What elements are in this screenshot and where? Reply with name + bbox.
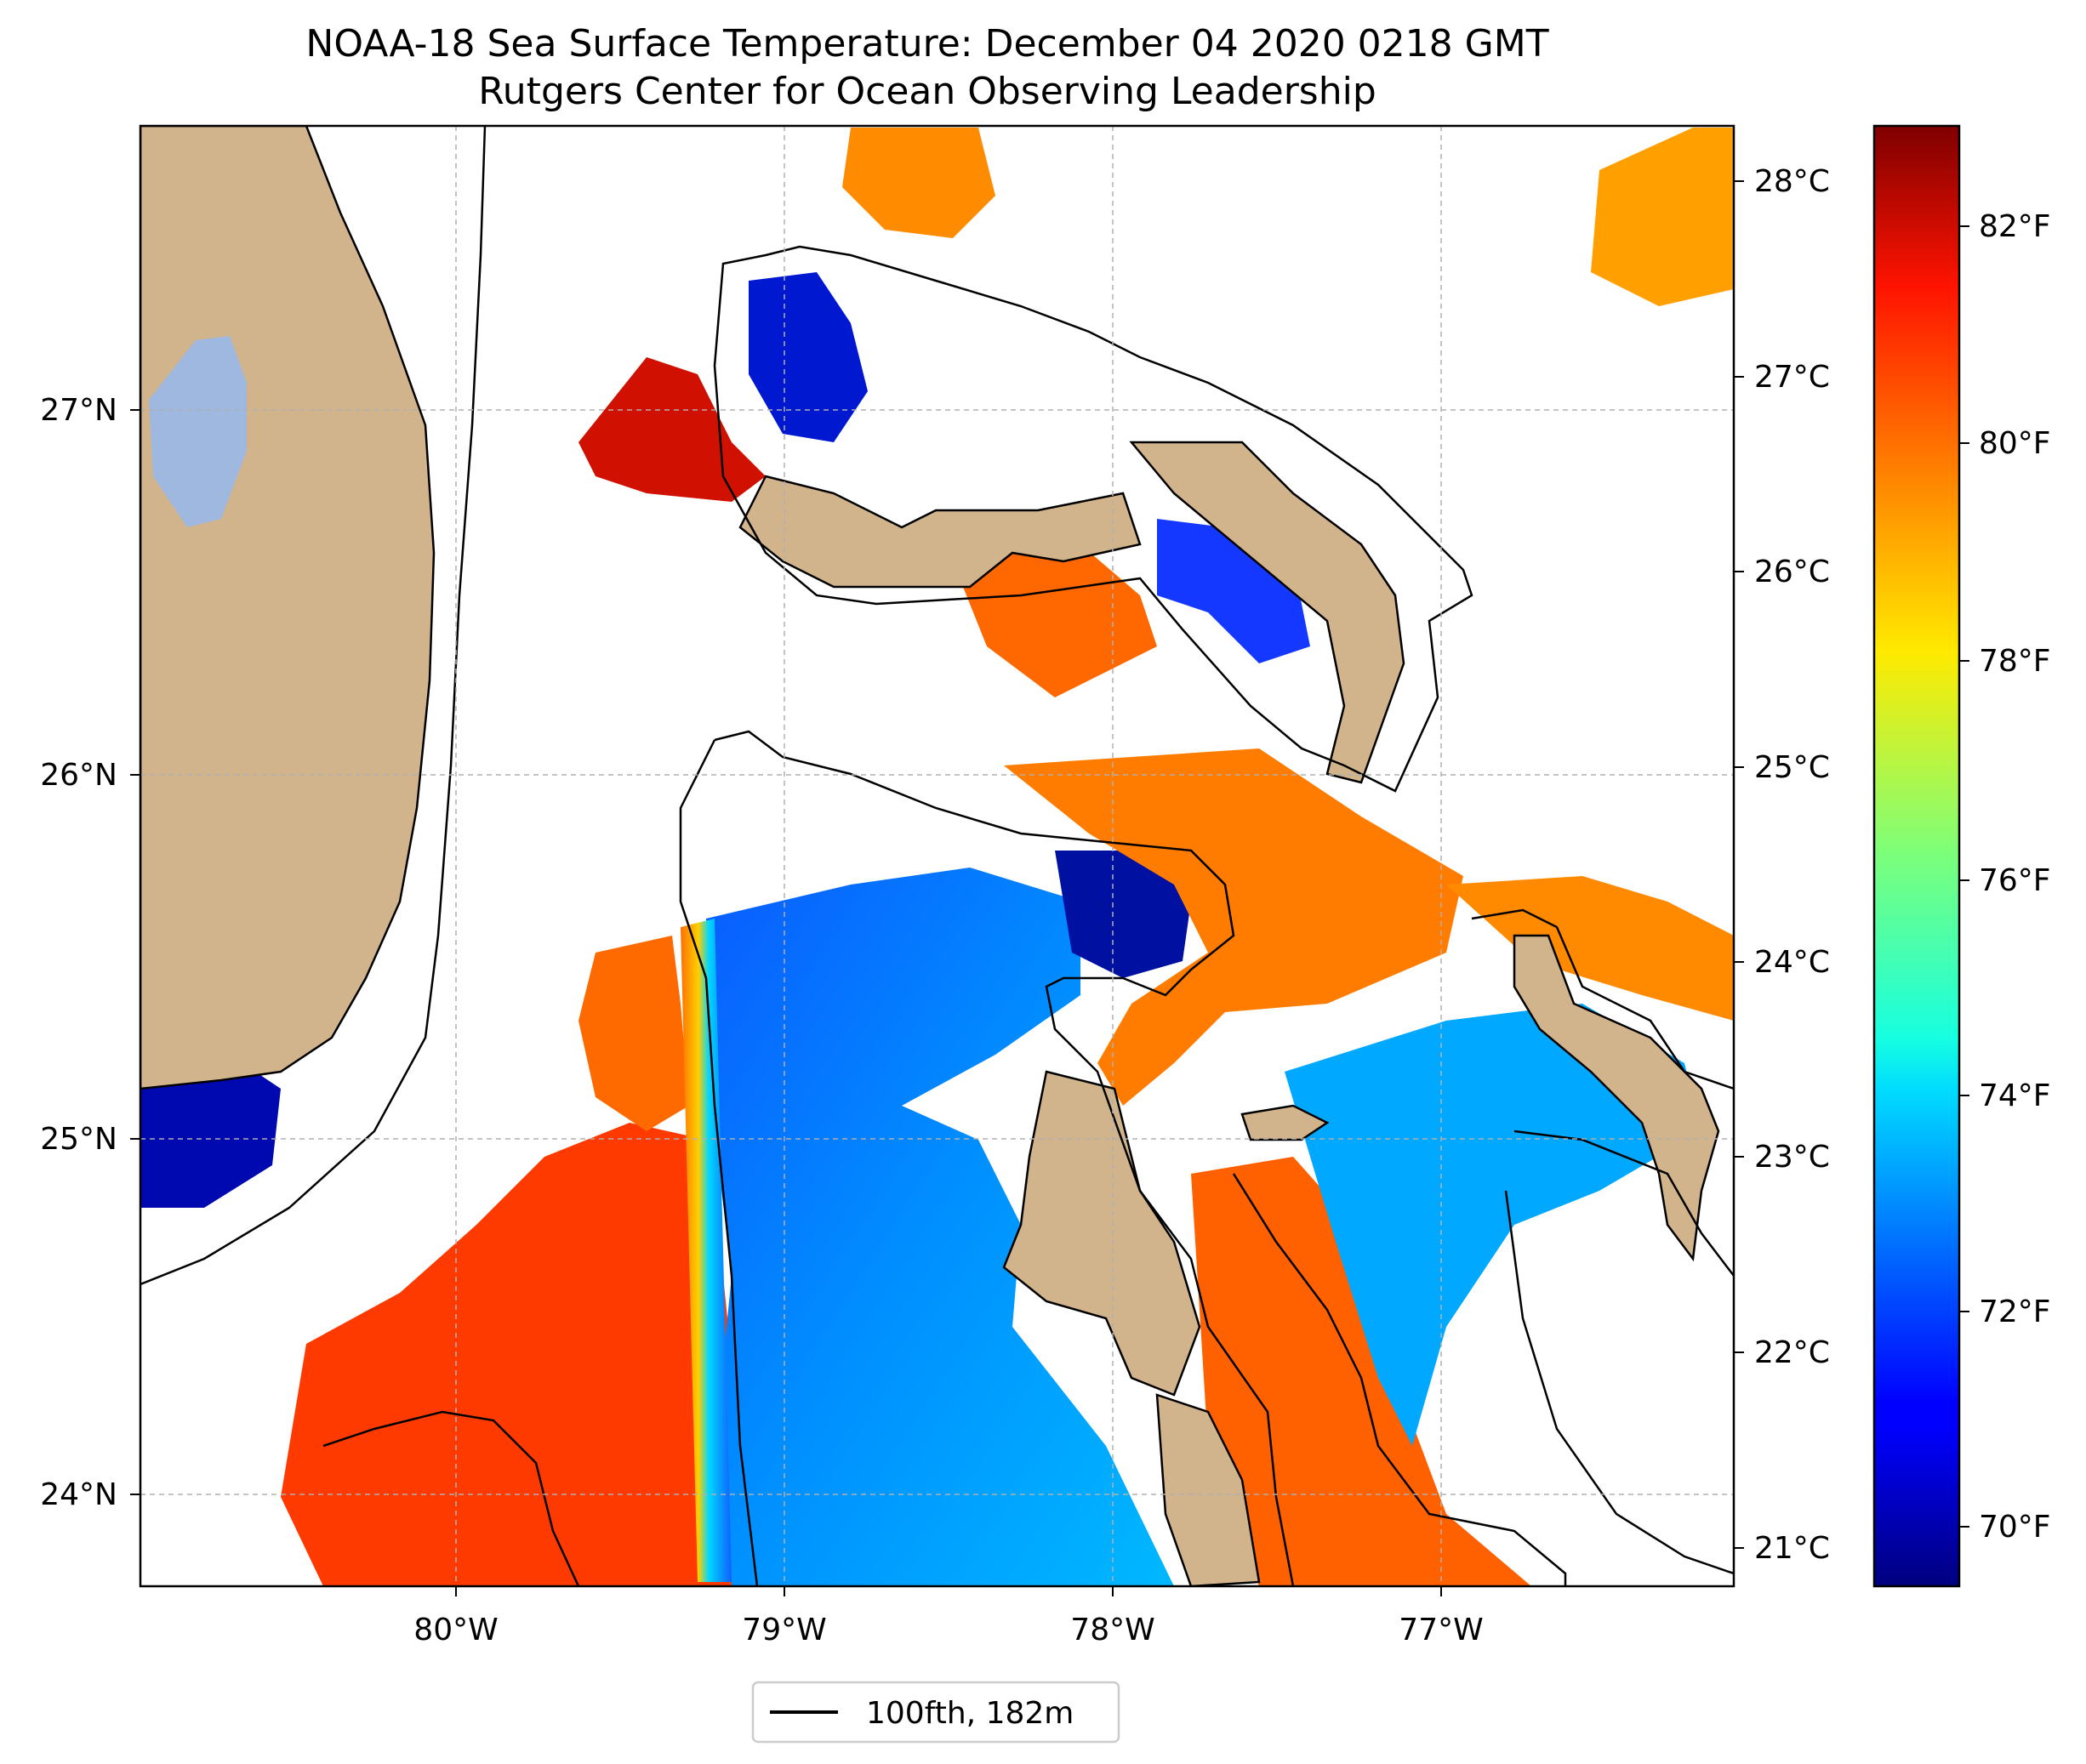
sst-warm-patch-southwest <box>281 1123 740 1586</box>
sst-cool-core-north <box>1055 851 1191 978</box>
isobath-southeast <box>1504 1190 1734 1575</box>
land-grand-bahama <box>738 475 1142 589</box>
lon-tick-label: 78°W <box>1070 1613 1154 1647</box>
isobath-little-bahama-bank <box>713 245 1473 793</box>
legend-box <box>751 1681 1120 1744</box>
celsius-tick-label: 26°C <box>1754 555 1830 589</box>
celsius-tick-label: 25°C <box>1754 750 1830 785</box>
lon-axis: 80°W 79°W 78°W 77°W <box>413 1586 1484 1647</box>
lat-tick-label: 25°N <box>40 1122 117 1157</box>
isobath-exuma-sound <box>1471 908 1734 1090</box>
celsius-tick-label: 23°C <box>1754 1140 1830 1175</box>
isobath-great-bahama-bank-west <box>679 739 759 1586</box>
sst-warm-patch-southeast <box>1191 1157 1531 1586</box>
sst-field <box>140 128 1734 1586</box>
map-panel: 80°W 79°W 78°W 77°W 27°N 26°N 25°N 24°N <box>40 124 1830 1647</box>
land-andros-south <box>1155 1393 1261 1586</box>
fahrenheit-tick-label: 72°F <box>1979 1295 2051 1329</box>
land-abaco <box>1129 441 1405 784</box>
sst-warm-patch-northeast-corner <box>1591 128 1734 306</box>
fahrenheit-tick-label: 80°F <box>1979 426 2051 461</box>
title-line-2: Rutgers Center for Ocean Observing Leade… <box>478 70 1376 113</box>
sst-warm-patch-north <box>842 128 995 238</box>
map-frame <box>139 124 1735 1588</box>
lon-tick-label: 77°W <box>1399 1613 1483 1647</box>
graticule <box>140 126 1734 1586</box>
celsius-tick-label: 24°C <box>1754 945 1830 980</box>
isobath-florida-shelf <box>140 126 487 1286</box>
isobath-great-bahama-bank-north <box>714 730 1295 1586</box>
lon-tick-label: 79°W <box>742 1613 826 1647</box>
sst-cool-core-tongue <box>706 868 1174 1586</box>
title-line-1: NOAA-18 Sea Surface Temperature: Decembe… <box>305 22 1548 65</box>
legend-label: 100fth, 182m <box>866 1696 1074 1731</box>
colorbar-gradient <box>1872 124 1961 1588</box>
celsius-tick-label: 28°C <box>1754 164 1830 199</box>
lat-tick-label: 26°N <box>40 758 117 793</box>
lat-axis: 27°N 26°N 25°N 24°N <box>40 393 140 1512</box>
celsius-axis: 21°C 22°C 23°C 24°C 25°C 26°C 27°C 28°C <box>1734 164 1830 1566</box>
lake-okeechobee <box>149 336 247 527</box>
colorbar: 70°F 72°F 74°F 76°F 78°F 80°F 82°F <box>1872 124 2051 1588</box>
sst-cool-patch-north-gbb <box>749 272 868 442</box>
fahrenheit-tick-label: 78°F <box>1979 644 2051 679</box>
isobath-exuma-inner <box>1513 1130 1734 1277</box>
sst-cool-patch-southeast <box>1285 1004 1701 1446</box>
isobath-tongue-of-ocean <box>1232 1173 1567 1586</box>
isobath-southwest-bank <box>322 1410 580 1586</box>
sst-cool-patch-florida-keys <box>140 1055 281 1208</box>
fahrenheit-tick-label: 70°F <box>1979 1510 2051 1545</box>
sst-warm-patch-midwest <box>578 936 689 1131</box>
land-layer <box>140 126 1720 1586</box>
fahrenheit-axis: 70°F 72°F 74°F 76°F 78°F 80°F 82°F <box>1959 209 2051 1545</box>
sst-warm-patch-north-gbb <box>578 357 766 502</box>
sst-front-transition <box>681 919 732 1582</box>
fahrenheit-tick-label: 76°F <box>1979 863 2051 898</box>
sst-warm-patch-east-edge <box>1446 876 1734 1021</box>
land-eleuthera <box>1513 934 1720 1262</box>
land-new-providence <box>1240 1104 1330 1141</box>
isobath-layer <box>140 126 1734 1586</box>
lon-tick-label: 80°W <box>413 1613 498 1647</box>
sst-warm-patch-central-east <box>1004 748 1463 1106</box>
legend: 100fth, 182m <box>751 1681 1120 1744</box>
celsius-tick-label: 22°C <box>1754 1335 1830 1370</box>
celsius-tick-label: 27°C <box>1754 360 1830 395</box>
lat-tick-label: 27°N <box>40 393 117 428</box>
celsius-tick-label: 21°C <box>1754 1531 1830 1566</box>
fahrenheit-tick-label: 74°F <box>1979 1078 2051 1113</box>
lat-tick-label: 24°N <box>40 1477 117 1512</box>
fahrenheit-tick-label: 82°F <box>1979 209 2051 244</box>
